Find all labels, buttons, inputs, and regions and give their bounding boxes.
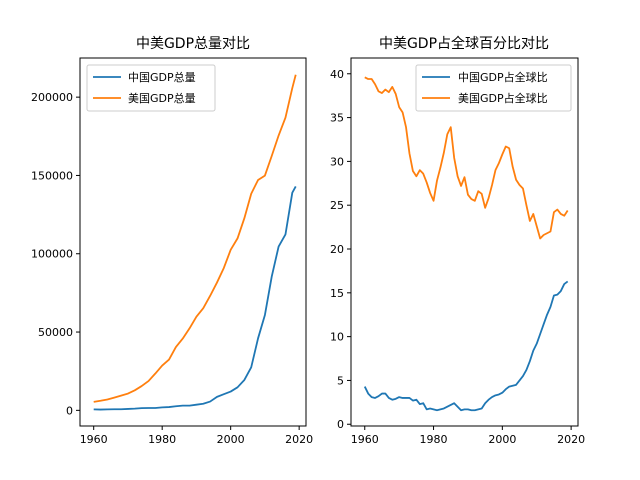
xtick-label: 2000	[488, 433, 516, 446]
legend-label-china: 中国GDP总量	[128, 70, 196, 84]
legend: 中国GDP总量 美国GDP总量	[86, 64, 216, 112]
legend-label-usa: 美国GDP占全球比	[458, 91, 548, 105]
xtick-label: 2000	[217, 433, 245, 446]
xtick-label: 1980	[148, 433, 176, 446]
series-line-china	[93, 185, 297, 411]
ytick-label: 30	[330, 155, 344, 168]
ytick-label: 50000	[38, 326, 73, 339]
ytick-label: 5	[337, 374, 344, 387]
axes-frame	[350, 57, 579, 427]
xtick-label: 2020	[285, 433, 313, 446]
chart-gdp-share: 中美GDP占全球百分比对比 1960 1980 2000 2020 0 5 10 15 20 2…	[330, 35, 585, 446]
series-line-usa	[93, 74, 297, 403]
legend-label-usa: 美国GDP总量	[128, 91, 196, 105]
ytick-label: 100000	[31, 248, 73, 261]
series-lines	[93, 74, 297, 411]
series-line-usa	[364, 76, 569, 240]
xtick-label: 1980	[420, 433, 448, 446]
chart-title: 中美GDP总量对比	[136, 36, 250, 52]
ytick-label: 35	[330, 112, 344, 125]
xtick-group: 1960 1980 2000 2020	[351, 426, 585, 446]
ytick-label: 25	[330, 199, 344, 212]
xtick-label: 2020	[557, 433, 585, 446]
chart-title: 中美GDP占全球百分比对比	[379, 35, 549, 52]
ytick-label: 20	[330, 243, 344, 256]
chart-gdp-total: 中美GDP总量对比 1960 1980 2000 2020 0 50000 100000 1…	[31, 36, 313, 446]
ytick-label: 150000	[31, 169, 73, 182]
legend-label-china: 中国GDP占全球比	[458, 70, 548, 84]
ytick-label: 200000	[31, 91, 73, 104]
series-line-china	[363, 280, 569, 412]
axes-frame	[79, 57, 307, 427]
xtick-label: 1960	[80, 433, 108, 446]
ytick-group: 0 5 10 15 20 25 30 35 40	[330, 68, 351, 431]
ytick-label: 0	[337, 418, 344, 431]
series-lines	[363, 76, 569, 412]
xtick-group: 1960 1980 2000 2020	[80, 426, 313, 446]
ytick-label: 10	[330, 331, 344, 344]
ytick-group: 0 50000 100000 150000 200000	[31, 91, 80, 417]
ytick-label: 15	[330, 287, 344, 300]
ytick-label: 40	[330, 68, 344, 81]
legend: 中国GDP占全球比 美国GDP占全球比	[415, 64, 572, 112]
legend-box	[415, 64, 572, 112]
xtick-label: 1960	[351, 433, 379, 446]
ytick-label: 0	[66, 404, 73, 417]
